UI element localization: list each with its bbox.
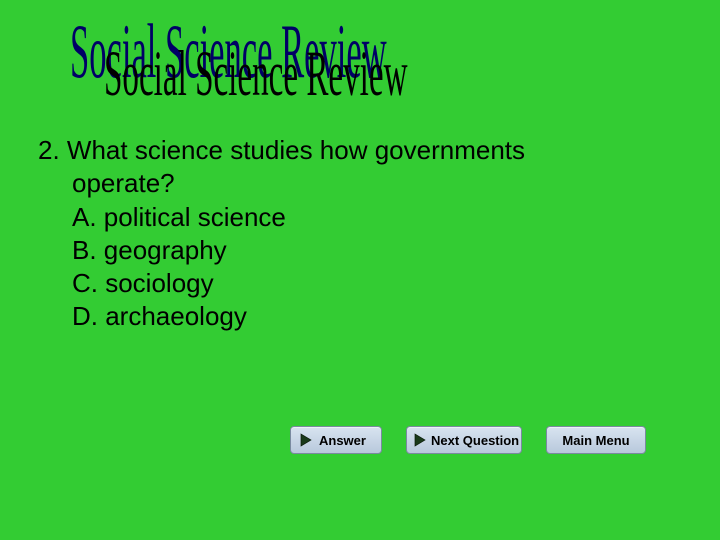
question-block: 2. What science studies how governments …: [38, 134, 525, 334]
question-line-2: operate?: [38, 167, 525, 200]
title-main: Social Science Review: [104, 36, 408, 110]
option-a: A. political science: [38, 201, 525, 234]
button-row: Answer Next Question Main Menu: [290, 426, 646, 454]
play-icon: [413, 433, 427, 447]
option-b: B. geography: [38, 234, 525, 267]
question-line-1: 2. What science studies how governments: [38, 134, 525, 167]
next-question-button-label: Next Question: [431, 433, 519, 448]
option-c: C. sociology: [38, 267, 525, 300]
play-icon: [299, 433, 313, 447]
option-d: D. archaeology: [38, 300, 525, 333]
answer-button-label: Answer: [319, 433, 366, 448]
next-question-button[interactable]: Next Question: [406, 426, 522, 454]
main-menu-button-label: Main Menu: [562, 433, 629, 448]
answer-button[interactable]: Answer: [290, 426, 382, 454]
main-menu-button[interactable]: Main Menu: [546, 426, 646, 454]
